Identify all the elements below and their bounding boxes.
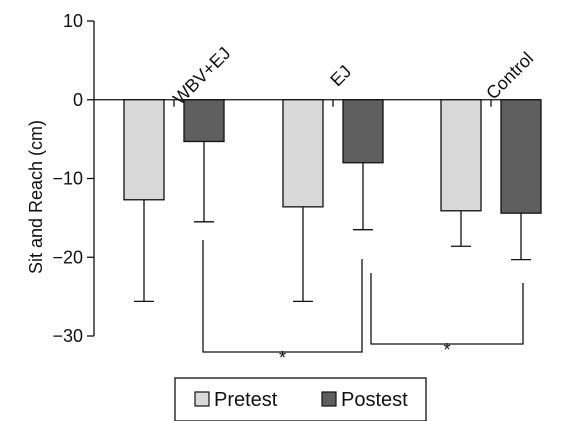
- legend: Pretest Postest: [174, 377, 427, 421]
- significance-layer: * *: [202, 240, 524, 368]
- y-tick-label: −10: [52, 169, 83, 189]
- bar-postest-control: [500, 99, 542, 214]
- legend-label-pretest: Pretest: [214, 389, 278, 411]
- bar-postest-ej: [342, 99, 384, 164]
- y-axis-label: Sit and Reach (cm): [26, 120, 46, 274]
- bar-pretest-control: [440, 99, 482, 212]
- legend-swatch-pretest: [194, 391, 210, 407]
- y-tick-label: −20: [52, 247, 83, 267]
- legend-box: [174, 377, 427, 421]
- bar-postest-wbv-ej: [183, 99, 225, 143]
- legend-label-postest: Postest: [341, 389, 408, 411]
- axis-layer: 10 0 −10 −20 −30: [52, 11, 540, 346]
- y-tick-label: 0: [73, 90, 83, 110]
- significance-star: *: [443, 340, 450, 360]
- significance-star: *: [279, 348, 286, 368]
- errors-layer: [134, 141, 531, 303]
- category-label: Control: [482, 48, 537, 103]
- y-tick-label: 10: [63, 11, 83, 31]
- category-label: EJ: [326, 61, 355, 90]
- category-label: WBV+EJ: [169, 43, 234, 108]
- legend-swatch-postest: [321, 391, 337, 407]
- bar-pretest-wbv-ej: [123, 99, 165, 201]
- significance-bracket: [202, 240, 363, 353]
- bar-pretest-ej: [282, 99, 324, 208]
- y-tick-label: −30: [52, 326, 83, 346]
- significance-bracket: [370, 273, 524, 345]
- bars-layer: [123, 99, 542, 214]
- labels-layer: WBV+EJ EJ Control: [169, 43, 537, 108]
